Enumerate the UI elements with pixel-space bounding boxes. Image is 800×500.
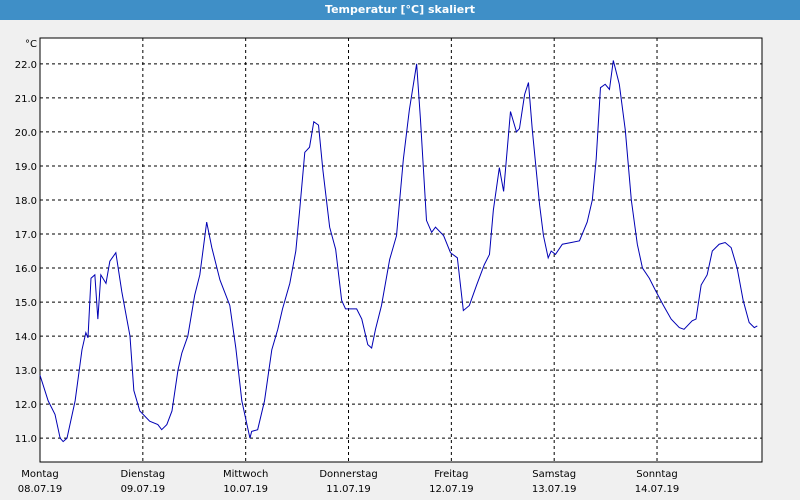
x-tick-date: 08.07.19: [18, 484, 63, 495]
x-tick-date: 10.07.19: [223, 484, 268, 495]
y-tick-label: 14.0: [15, 332, 37, 343]
x-tick-label: Samstag: [532, 469, 576, 480]
title-bar: Temperatur [°C] skaliert: [0, 0, 800, 20]
y-tick-label: 22.0: [15, 60, 37, 71]
x-tick-label: Montag: [21, 469, 58, 480]
x-tick-date: 13.07.19: [532, 484, 577, 495]
x-tick-date: 11.07.19: [326, 484, 371, 495]
temperature-line: [39, 60, 758, 443]
y-tick-label: 19.0: [15, 162, 37, 173]
x-tick-date: 09.07.19: [121, 484, 166, 495]
y-tick-label: 15.0: [15, 298, 37, 309]
y-tick-label: 18.0: [15, 196, 37, 207]
x-tick-label: Mittwoch: [223, 469, 268, 480]
x-tick-date: 14.07.19: [635, 484, 680, 495]
x-tick-label: Sonntag: [636, 469, 678, 480]
y-tick-label: 13.0: [15, 366, 37, 377]
x-tick-date: 12.07.19: [429, 484, 474, 495]
y-tick-label: 17.0: [15, 230, 37, 241]
y-tick-label: 20.0: [15, 128, 37, 139]
y-tick-label: 11.0: [15, 434, 37, 445]
y-tick-label: 21.0: [15, 94, 37, 105]
chart: °C 11.0 12.0 13.0 14.0 15.0 16.0 17.0 18.0 19.0 2…: [15, 37, 763, 495]
x-tick-label: Donnerstag: [319, 469, 377, 480]
y-tick-label: 16.0: [15, 264, 37, 275]
y-unit: °C: [25, 39, 37, 50]
x-tick-label: Freitag: [434, 469, 468, 480]
y-tick-label: 12.0: [15, 400, 37, 411]
x-tick-label: Dienstag: [121, 469, 166, 480]
plot-area: [39, 37, 763, 463]
